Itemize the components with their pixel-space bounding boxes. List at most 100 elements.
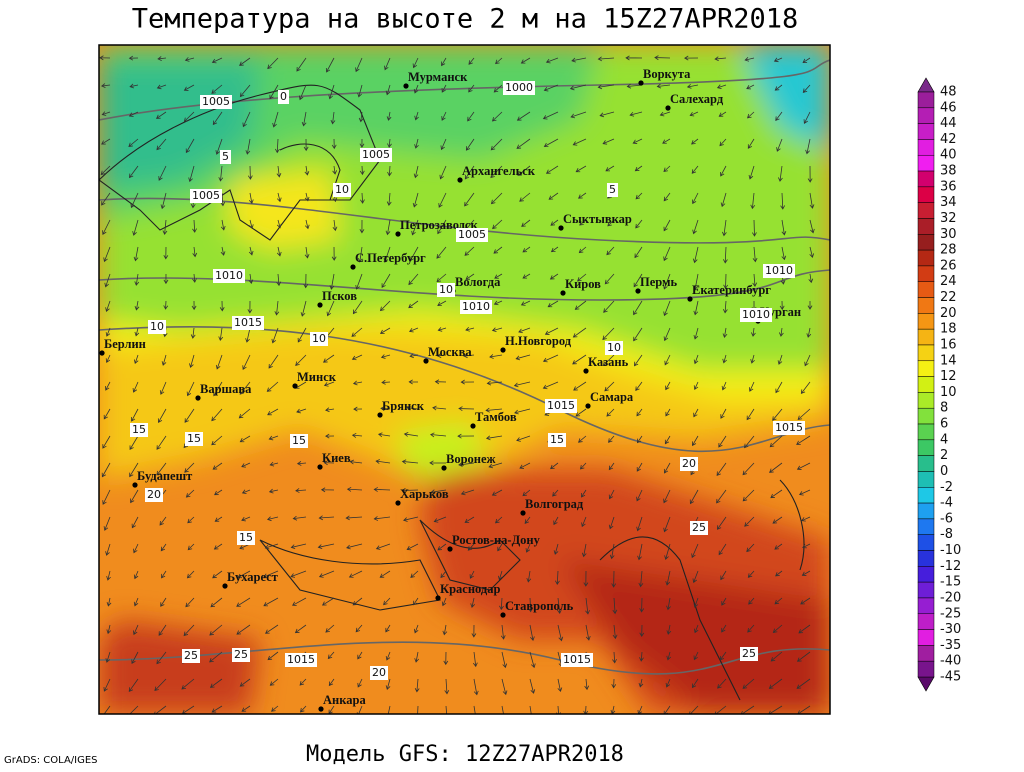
colorbar-label: -45 xyxy=(940,670,961,685)
wind-arrow xyxy=(160,543,167,552)
wind-arrow xyxy=(132,381,139,393)
wind-arrow xyxy=(780,192,786,210)
wind-arrow xyxy=(412,57,419,69)
city-dot xyxy=(317,302,323,308)
wind-arrow xyxy=(686,84,699,89)
wind-arrow xyxy=(579,462,587,470)
map-frame xyxy=(98,44,831,715)
wind-arrow xyxy=(468,84,475,93)
wind-arrow xyxy=(413,165,419,179)
city-label: Мурманск xyxy=(408,70,468,84)
wind-arrow xyxy=(612,651,617,664)
wind-arrow xyxy=(359,138,365,148)
wind-arrow xyxy=(665,381,671,391)
wind-arrow xyxy=(693,624,699,634)
wind-arrow xyxy=(386,111,392,121)
colorbar-label: -10 xyxy=(940,543,961,558)
wind-arrow xyxy=(163,246,169,260)
wind-arrow xyxy=(325,57,335,73)
wind-arrow xyxy=(211,57,223,64)
wind-arrow xyxy=(438,192,447,208)
wind-arrow xyxy=(666,651,672,661)
city-dot xyxy=(447,546,453,552)
colorbar-segment xyxy=(917,186,935,203)
wind-arrow xyxy=(639,624,645,638)
wind-arrow xyxy=(183,624,195,637)
city-label: Киров xyxy=(565,277,601,291)
wind-arrow xyxy=(747,111,755,119)
wind-arrow xyxy=(516,138,531,149)
wind-arrow xyxy=(239,381,251,395)
wind-arrow xyxy=(492,219,503,230)
wind-arrow xyxy=(693,327,699,340)
wind-arrow xyxy=(720,192,727,208)
contour-label: 1005 xyxy=(192,189,220,202)
colorbar-label: 8 xyxy=(940,401,948,416)
wind-arrow xyxy=(529,678,536,694)
wind-arrow xyxy=(638,570,644,588)
wind-arrow xyxy=(155,111,167,119)
colorbar-segment xyxy=(917,91,935,109)
wind-arrow xyxy=(439,165,447,180)
wind-arrow xyxy=(573,381,587,391)
wind-arrow xyxy=(220,192,226,207)
wind-arrow xyxy=(189,354,195,369)
wind-arrow xyxy=(770,489,783,499)
colorbar-segment xyxy=(917,154,935,172)
wind-arrow xyxy=(501,705,504,714)
colorbar-segment xyxy=(917,550,935,567)
wind-arrow xyxy=(776,138,783,152)
wind-arrow xyxy=(128,138,139,148)
wind-arrow xyxy=(211,84,223,94)
contour-label: 1005 xyxy=(202,95,230,108)
wind-arrow xyxy=(606,408,615,417)
wind-arrow xyxy=(102,435,111,449)
wind-arrow xyxy=(160,597,167,607)
colorbar-segment xyxy=(917,360,935,377)
colorbar-label: 24 xyxy=(940,274,957,289)
wind-arrow xyxy=(441,57,447,67)
wind-arrow xyxy=(809,219,815,234)
wind-arrow xyxy=(664,435,671,445)
wind-arrow xyxy=(720,165,727,177)
wind-arrow xyxy=(297,327,307,343)
wind-arrow xyxy=(520,300,531,306)
contour-label: 10 xyxy=(439,283,453,296)
wind-arrow xyxy=(213,543,223,550)
colorbar-label: -8 xyxy=(940,527,953,542)
wind-arrow xyxy=(550,246,559,253)
wind-arrow xyxy=(693,273,699,291)
wind-arrow xyxy=(663,516,671,533)
wind-arrow xyxy=(129,165,139,179)
wind-arrow xyxy=(722,246,728,264)
wind-arrow xyxy=(716,516,727,530)
wind-arrow xyxy=(612,597,618,615)
wind-arrow xyxy=(460,489,475,496)
wind-arrow xyxy=(742,678,755,689)
wind-arrow xyxy=(524,516,531,524)
wind-arrow xyxy=(472,651,478,668)
wind-arrow xyxy=(191,300,197,311)
contour-label-box xyxy=(290,434,308,448)
wind-arrow xyxy=(186,570,195,579)
city-dot xyxy=(687,296,693,302)
colorbar-segment xyxy=(917,328,935,346)
wind-arrow xyxy=(801,516,811,522)
wind-arrow xyxy=(355,57,363,73)
contour-label: 25 xyxy=(692,521,706,534)
wind-arrow xyxy=(663,489,671,504)
wind-arrow xyxy=(401,459,419,465)
contour-label-box xyxy=(200,95,232,109)
wind-arrow xyxy=(212,570,223,579)
wind-arrow xyxy=(774,543,783,550)
colorbar-segment xyxy=(917,376,935,393)
wind-arrow xyxy=(323,381,335,387)
wind-arrow xyxy=(408,300,419,309)
wind-arrow xyxy=(239,435,251,443)
wind-arrow xyxy=(248,273,254,285)
wind-arrow xyxy=(465,138,475,151)
city-dot xyxy=(583,368,589,374)
wind-arrow xyxy=(716,84,727,90)
wind-arrow xyxy=(103,246,111,263)
colorbar-label: 12 xyxy=(940,369,957,384)
